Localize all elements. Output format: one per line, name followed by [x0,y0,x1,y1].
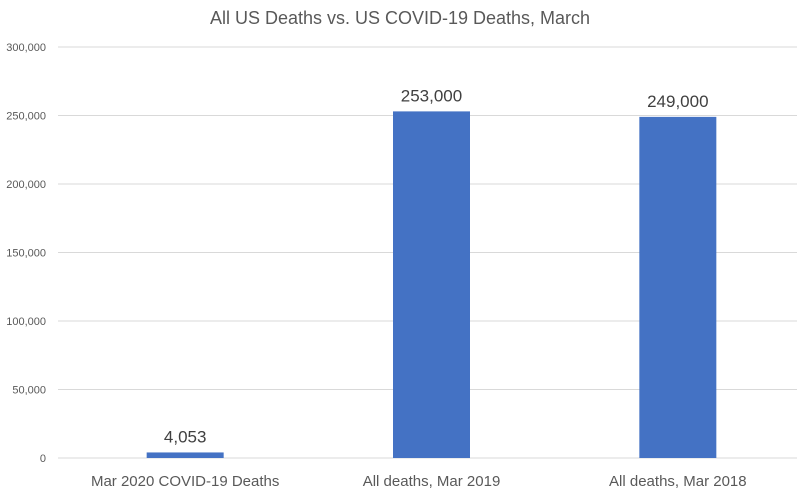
y-tick-label: 50,000 [12,385,46,397]
bar [639,116,717,459]
data-label: 253,000 [401,86,462,105]
bar [146,452,224,458]
x-tick-label: All deaths, Mar 2018 [609,473,747,490]
y-tick-label: 150,000 [6,248,46,260]
data-label: 249,000 [647,92,708,111]
x-tick-label: All deaths, Mar 2019 [363,473,501,490]
y-tick-label: 200,000 [6,179,46,191]
y-tick-label: 0 [40,453,46,465]
y-tick-label: 100,000 [6,316,46,328]
x-tick-label: Mar 2020 COVID-19 Deaths [91,473,279,490]
chart-title: All US Deaths vs. US COVID-19 Deaths, Ma… [209,8,591,28]
bar [393,111,470,458]
y-tick-label: 250,000 [6,111,46,123]
data-label: 4,053 [164,427,207,446]
y-tick-label: 300,000 [6,42,46,54]
